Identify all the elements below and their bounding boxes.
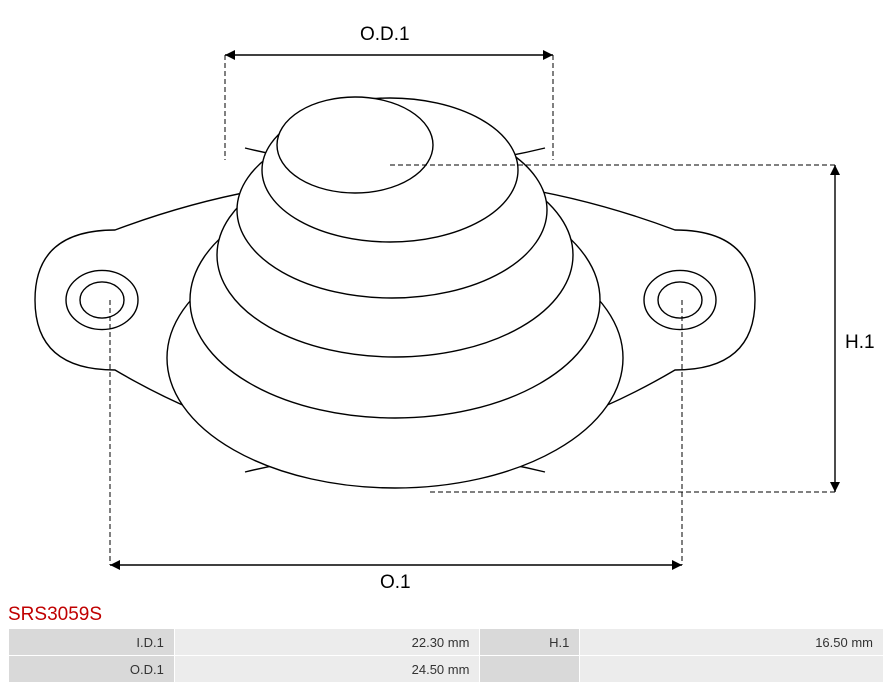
cell-key: O.D.1 [9,656,175,683]
cell-val: 22.30 mm [174,629,480,656]
cell-key: H.1 [480,629,580,656]
cell-val: 24.50 mm [174,656,480,683]
cell-key: I.D.1 [9,629,175,656]
cell-val [580,656,884,683]
dimension-label-h1: H.1 [845,332,875,354]
technical-drawing: O.D.1 O.1 H.1 [0,0,889,600]
dimensions-table: I.D.1 22.30 mm H.1 16.50 mm O.D.1 24.50 … [8,628,884,683]
dimension-label-od1: O.D.1 [360,24,410,46]
table-row: O.D.1 24.50 mm [9,656,884,683]
part-number: SRS3059S [8,604,102,626]
drawing-svg [0,0,889,600]
cell-key [480,656,580,683]
table-row: I.D.1 22.30 mm H.1 16.50 mm [9,629,884,656]
cell-val: 16.50 mm [580,629,884,656]
dimension-label-o1: O.1 [380,572,411,594]
